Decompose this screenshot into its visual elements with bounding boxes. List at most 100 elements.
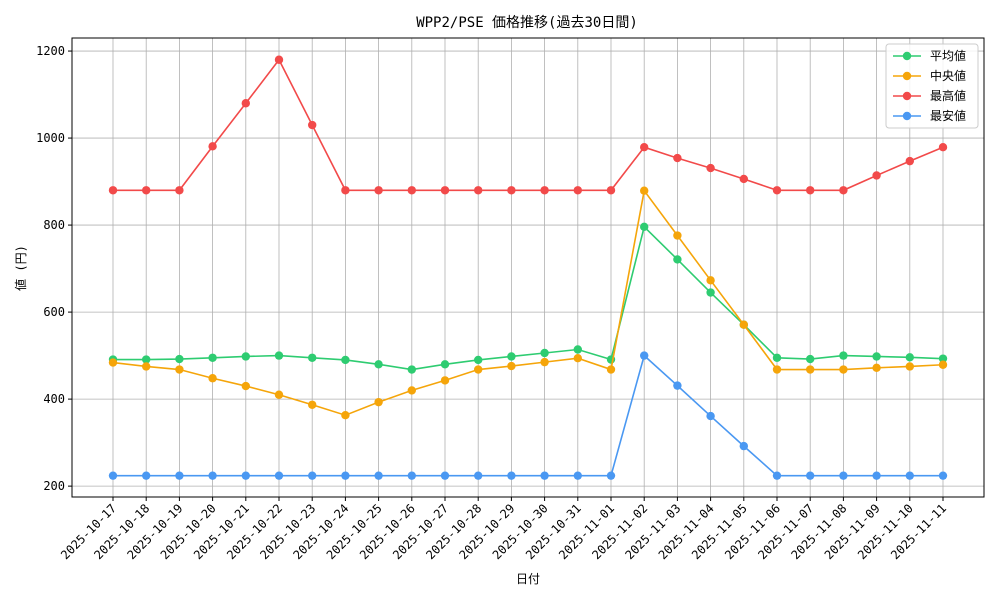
data-point: [440, 186, 450, 195]
data-point: [474, 471, 483, 480]
legend-swatch-marker: [902, 91, 912, 101]
data-point: [274, 55, 284, 64]
data-point: [407, 186, 416, 195]
legend-item-2: 最高値: [893, 88, 966, 103]
data-point: [241, 471, 250, 480]
data-point: [374, 186, 383, 195]
data-point: [938, 354, 948, 363]
data-point: [673, 231, 682, 240]
y-axis-label: 値 (円): [13, 245, 28, 291]
data-point: [772, 353, 782, 362]
legend-label: 中央値: [930, 68, 966, 83]
data-point: [341, 471, 350, 480]
legend-swatch-marker: [902, 71, 912, 81]
data-point: [573, 345, 582, 354]
data-point: [142, 471, 151, 480]
series-group: [108, 55, 948, 480]
chart-title: WPP2/PSE 価格推移(過去30日間): [416, 15, 638, 31]
data-point: [274, 390, 284, 399]
data-point: [440, 360, 450, 369]
data-point: [839, 471, 848, 480]
data-point: [208, 374, 217, 383]
data-point: [374, 471, 383, 480]
y-tick-label: 800: [43, 218, 65, 232]
data-point: [474, 365, 483, 374]
data-point: [308, 353, 317, 362]
data-point: [739, 320, 748, 329]
data-point: [407, 471, 416, 480]
data-point: [872, 471, 881, 480]
data-point: [606, 365, 616, 374]
series-1: [108, 186, 948, 420]
data-point: [772, 186, 782, 195]
data-point: [905, 353, 914, 362]
data-point: [673, 381, 682, 390]
data-point: [640, 351, 649, 360]
data-point: [640, 222, 649, 232]
legend-item-0: 平均値: [893, 48, 966, 63]
data-point: [872, 171, 881, 180]
y-tick-label: 600: [43, 305, 65, 319]
data-point: [606, 186, 616, 195]
legend-item-3: 最安値: [893, 108, 966, 123]
data-point: [241, 381, 250, 391]
x-axis-ticks: 2025-10-172025-10-182025-10-192025-10-20…: [58, 497, 949, 562]
data-point: [839, 365, 848, 374]
data-point: [175, 471, 184, 480]
legend-swatch-marker: [902, 51, 912, 61]
data-point: [474, 355, 483, 365]
data-point: [208, 142, 217, 151]
data-point: [108, 471, 118, 480]
y-axis-ticks: 200 400 600 800 1000 1200: [36, 44, 72, 493]
data-point: [308, 400, 317, 409]
series-line: [113, 354, 943, 477]
legend-swatch-marker: [902, 111, 912, 121]
series-line: [113, 58, 944, 192]
data-point: [440, 471, 450, 480]
data-point: [175, 354, 184, 364]
grid-lines: [72, 38, 984, 497]
data-point: [806, 186, 815, 195]
data-point: [772, 471, 782, 480]
data-point: [474, 186, 483, 195]
legend-item-1: 中央値: [893, 68, 966, 83]
data-point: [308, 471, 317, 480]
data-point: [640, 186, 649, 195]
data-point: [142, 355, 151, 364]
data-point: [806, 354, 815, 364]
data-point: [440, 376, 450, 385]
data-point: [208, 353, 217, 362]
y-tick-label: 200: [43, 479, 65, 493]
data-point: [905, 156, 914, 166]
data-point: [706, 276, 715, 285]
data-point: [706, 411, 715, 421]
series-line: [113, 225, 944, 371]
data-point: [407, 386, 416, 395]
data-point: [507, 352, 516, 361]
data-point: [308, 120, 317, 130]
data-point: [673, 153, 682, 163]
data-point: [142, 362, 151, 371]
data-point: [241, 99, 250, 108]
series-2: [108, 55, 948, 195]
data-point: [839, 351, 848, 360]
data-point: [108, 358, 118, 367]
data-point: [540, 471, 549, 480]
data-point: [507, 186, 516, 195]
plot-area-frame: [71, 37, 985, 498]
legend-label: 最高値: [930, 88, 966, 103]
data-point: [274, 351, 284, 360]
data-point: [374, 397, 383, 407]
data-point: [208, 471, 217, 480]
y-tick-label: 400: [43, 392, 65, 406]
y-tick-label: 1200: [36, 44, 65, 58]
data-point: [241, 352, 250, 361]
data-point: [175, 365, 184, 374]
data-point: [374, 360, 383, 369]
data-point: [274, 471, 284, 480]
data-point: [606, 471, 616, 480]
data-point: [142, 186, 151, 195]
data-point: [540, 348, 549, 358]
